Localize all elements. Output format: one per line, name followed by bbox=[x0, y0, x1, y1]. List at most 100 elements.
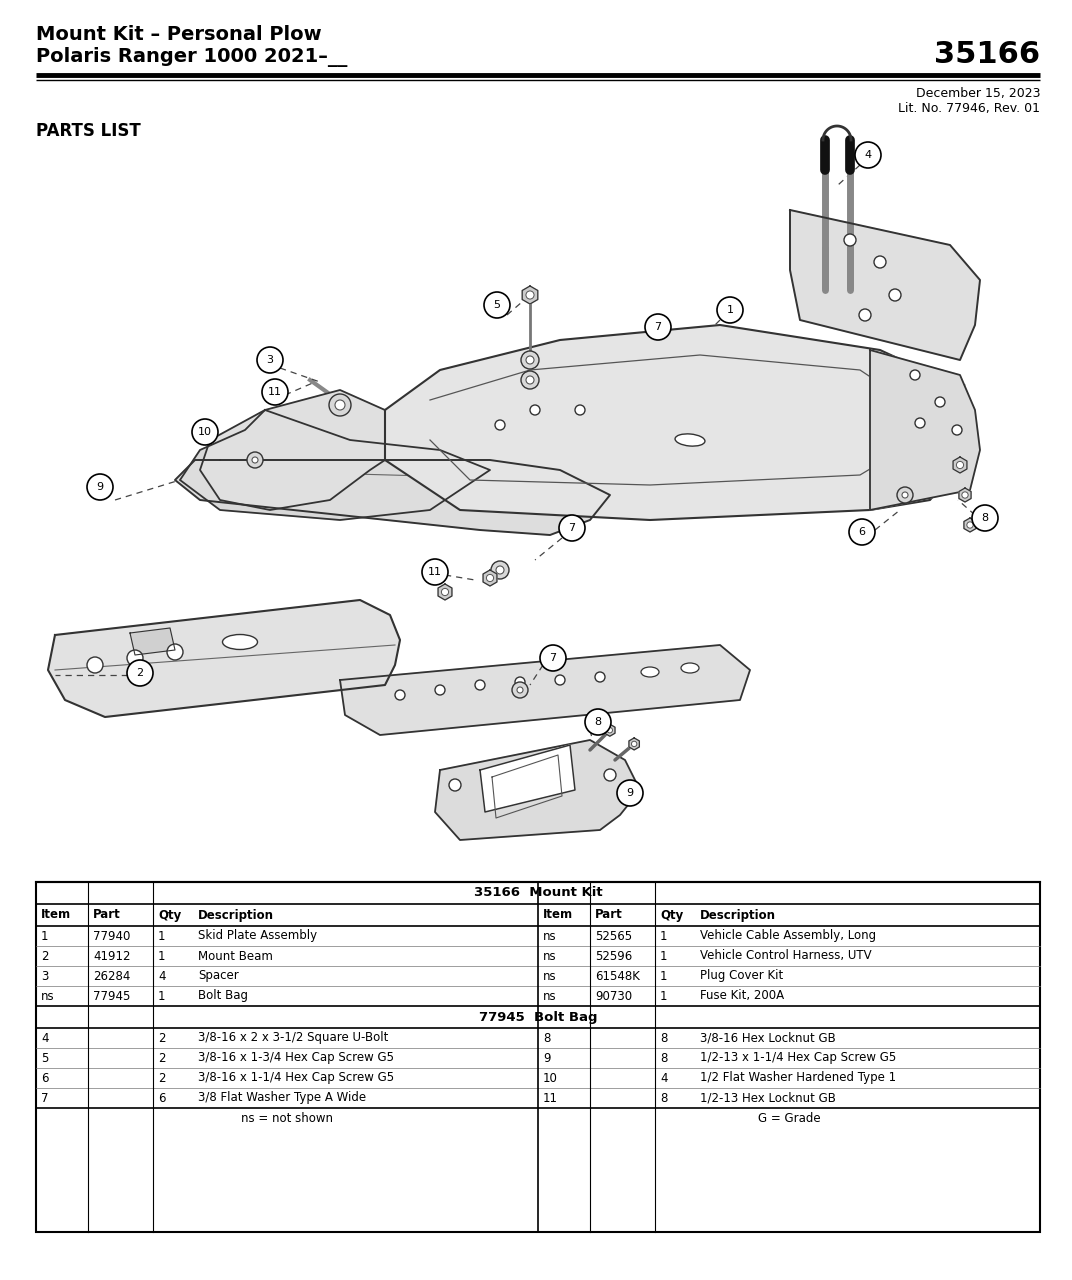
Circle shape bbox=[512, 682, 528, 698]
Circle shape bbox=[192, 419, 218, 445]
Text: 8: 8 bbox=[660, 1051, 668, 1065]
Text: Description: Description bbox=[700, 909, 776, 922]
Text: Part: Part bbox=[595, 909, 623, 922]
Polygon shape bbox=[953, 457, 967, 474]
Text: 8: 8 bbox=[544, 1032, 550, 1044]
Polygon shape bbox=[385, 325, 961, 520]
Text: 1/2-13 Hex Locknut GB: 1/2-13 Hex Locknut GB bbox=[700, 1092, 836, 1105]
Circle shape bbox=[935, 397, 946, 407]
Circle shape bbox=[257, 347, 283, 372]
Polygon shape bbox=[130, 628, 175, 655]
Text: 7: 7 bbox=[568, 524, 576, 532]
Ellipse shape bbox=[223, 635, 257, 649]
Text: 10: 10 bbox=[198, 428, 212, 436]
Text: 77940: 77940 bbox=[93, 929, 131, 942]
Text: Plug Cover Kit: Plug Cover Kit bbox=[700, 969, 784, 983]
Circle shape bbox=[910, 370, 920, 380]
Circle shape bbox=[604, 769, 616, 781]
Text: 10: 10 bbox=[544, 1071, 557, 1084]
Circle shape bbox=[859, 308, 870, 321]
Text: 2: 2 bbox=[158, 1051, 165, 1065]
Circle shape bbox=[487, 575, 493, 581]
Circle shape bbox=[889, 289, 900, 301]
Circle shape bbox=[849, 518, 875, 545]
Text: Bolt Bag: Bolt Bag bbox=[198, 989, 248, 1002]
Circle shape bbox=[645, 314, 671, 340]
Polygon shape bbox=[629, 739, 639, 750]
Text: December 15, 2023: December 15, 2023 bbox=[915, 87, 1040, 100]
Text: 2: 2 bbox=[158, 1071, 165, 1084]
Text: Item: Item bbox=[41, 909, 71, 922]
Polygon shape bbox=[180, 410, 490, 520]
Text: 9: 9 bbox=[544, 1051, 551, 1065]
Ellipse shape bbox=[681, 663, 699, 673]
Circle shape bbox=[595, 672, 605, 682]
Text: 52596: 52596 bbox=[595, 950, 632, 963]
Text: 1: 1 bbox=[660, 989, 668, 1002]
Text: Mount Kit – Personal Plow: Mount Kit – Personal Plow bbox=[36, 26, 322, 44]
Circle shape bbox=[515, 677, 525, 687]
Polygon shape bbox=[605, 724, 615, 736]
Polygon shape bbox=[435, 740, 640, 840]
Text: 1/2-13 x 1-1/4 Hex Cap Screw G5: 1/2-13 x 1-1/4 Hex Cap Screw G5 bbox=[700, 1051, 896, 1065]
Polygon shape bbox=[438, 584, 452, 600]
Circle shape bbox=[247, 452, 263, 468]
Circle shape bbox=[855, 142, 881, 168]
Circle shape bbox=[555, 675, 565, 685]
Polygon shape bbox=[480, 745, 575, 812]
Text: 4: 4 bbox=[158, 969, 165, 983]
Text: 61548K: 61548K bbox=[595, 969, 640, 983]
Polygon shape bbox=[483, 570, 497, 586]
Text: 3/8-16 x 1-3/4 Hex Cap Screw G5: 3/8-16 x 1-3/4 Hex Cap Screw G5 bbox=[198, 1051, 394, 1065]
Text: 90730: 90730 bbox=[595, 989, 632, 1002]
Text: 7: 7 bbox=[41, 1092, 48, 1105]
Circle shape bbox=[526, 291, 534, 300]
Circle shape bbox=[952, 425, 962, 435]
Text: Part: Part bbox=[93, 909, 121, 922]
Text: 4: 4 bbox=[660, 1071, 668, 1084]
Text: ns: ns bbox=[41, 989, 55, 1002]
Text: 5: 5 bbox=[493, 300, 501, 310]
Text: 3/8 Flat Washer Type A Wide: 3/8 Flat Washer Type A Wide bbox=[198, 1092, 367, 1105]
Circle shape bbox=[915, 419, 925, 428]
Circle shape bbox=[517, 687, 523, 692]
Text: Description: Description bbox=[198, 909, 274, 922]
Text: 9: 9 bbox=[626, 788, 634, 797]
Text: Polaris Ranger 1000 2021–__: Polaris Ranger 1000 2021–__ bbox=[36, 47, 347, 67]
Text: 1: 1 bbox=[727, 305, 733, 315]
Text: 8: 8 bbox=[982, 513, 988, 524]
Circle shape bbox=[442, 589, 448, 595]
Text: 7: 7 bbox=[550, 653, 556, 663]
Text: 1: 1 bbox=[158, 950, 165, 963]
Text: 3: 3 bbox=[267, 355, 273, 365]
Circle shape bbox=[491, 561, 509, 579]
Circle shape bbox=[717, 297, 743, 323]
Text: PARTS LIST: PARTS LIST bbox=[36, 122, 140, 140]
Text: 1: 1 bbox=[158, 929, 165, 942]
Circle shape bbox=[334, 399, 345, 410]
Text: Skid Plate Assembly: Skid Plate Assembly bbox=[198, 929, 317, 942]
Text: 77945  Bolt Bag: 77945 Bolt Bag bbox=[479, 1010, 597, 1024]
Text: 4: 4 bbox=[41, 1032, 48, 1044]
Text: 77945: 77945 bbox=[93, 989, 131, 1002]
Text: 1/2 Flat Washer Hardened Type 1: 1/2 Flat Washer Hardened Type 1 bbox=[700, 1071, 896, 1084]
Circle shape bbox=[902, 492, 908, 498]
Text: 9: 9 bbox=[96, 483, 104, 492]
Circle shape bbox=[495, 420, 505, 430]
Text: 5: 5 bbox=[41, 1051, 48, 1065]
Text: Vehicle Control Harness, UTV: Vehicle Control Harness, UTV bbox=[700, 950, 872, 963]
Text: 6: 6 bbox=[859, 527, 865, 538]
Circle shape bbox=[449, 780, 461, 791]
Text: 11: 11 bbox=[428, 567, 442, 577]
Circle shape bbox=[87, 474, 113, 500]
Circle shape bbox=[435, 685, 445, 695]
Text: 11: 11 bbox=[268, 387, 282, 397]
Text: Spacer: Spacer bbox=[198, 969, 239, 983]
Circle shape bbox=[631, 741, 637, 746]
Circle shape bbox=[559, 515, 585, 541]
Circle shape bbox=[394, 690, 405, 700]
Bar bbox=[36, 882, 1040, 1231]
Circle shape bbox=[167, 644, 183, 660]
Circle shape bbox=[962, 492, 968, 498]
Circle shape bbox=[521, 351, 539, 369]
